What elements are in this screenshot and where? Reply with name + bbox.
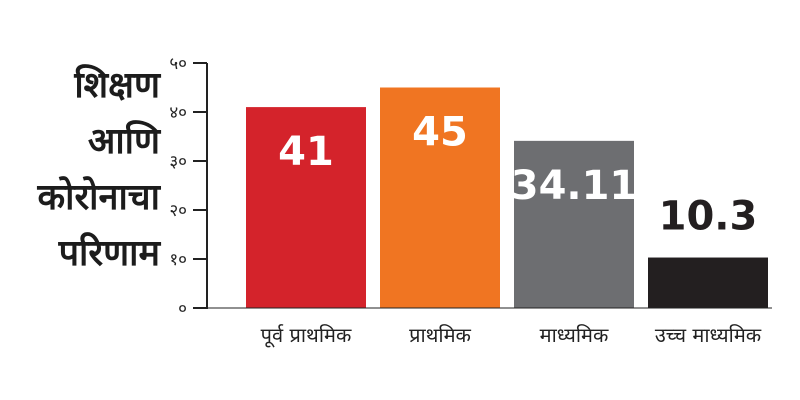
title-line-4: परिणाम: [58, 233, 160, 274]
bar: [648, 257, 768, 308]
y-tick-label: ३०: [169, 152, 187, 172]
title-line-3: कोरोनाचा: [37, 177, 160, 218]
chart-title: शिक्षण आणि कोरोनाचा परिणाम: [10, 58, 160, 282]
y-tick-label: १०: [169, 250, 187, 270]
y-tick-label: ०: [178, 299, 187, 319]
x-tick-label: उच्च माध्यमिक: [655, 323, 762, 347]
y-tick-label: ५०: [169, 54, 187, 74]
x-tick-label: प्राथमिक: [409, 323, 471, 347]
x-tick-label: पूर्व प्राथमिक: [261, 323, 352, 348]
title-line-2: आणि: [87, 121, 160, 162]
y-tick-label: ४०: [169, 103, 187, 123]
bar: [514, 140, 634, 308]
bar: [380, 87, 500, 308]
data-label: 34.11: [511, 163, 638, 209]
bar: [246, 107, 366, 308]
y-tick-label: २०: [169, 201, 187, 221]
data-label: 10.3: [659, 194, 758, 240]
data-label: 41: [278, 129, 334, 175]
x-tick-label: माध्यमिक: [540, 323, 609, 347]
title-line-1: शिक्षण: [74, 65, 160, 106]
data-label: 45: [412, 110, 468, 156]
